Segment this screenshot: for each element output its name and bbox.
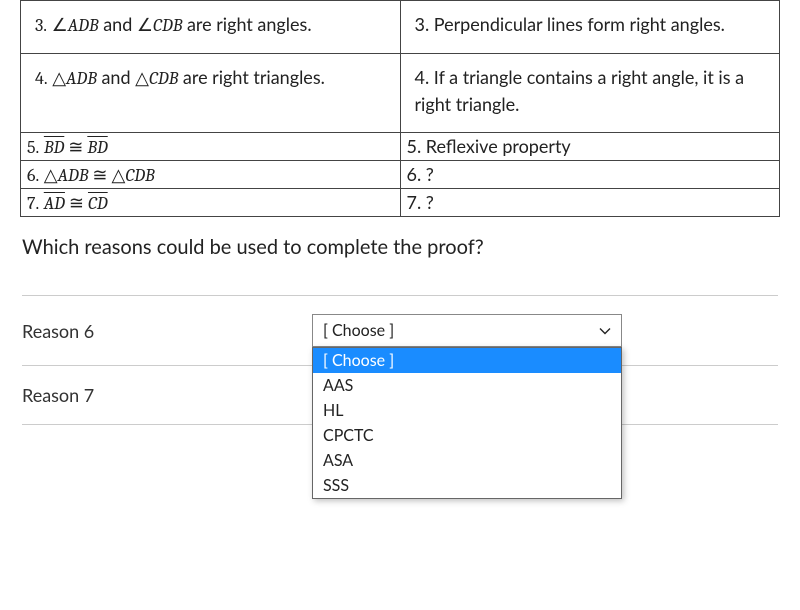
reason6-label: Reason 6 [22,320,312,342]
congruent-symbol: ≅ [65,193,88,214]
triangle-name: CDB [149,68,178,89]
stmt-num: 5. [27,137,39,158]
answer-row-reason6: Reason 6 [ Choose ] [ Choose ] AAS HL CP… [22,295,778,365]
text-and: and [97,66,135,88]
statement-cell: 3. ∠ADB and ∠CDB are right angles. [21,1,401,54]
statement-cell: 7. AD ≅ CD [21,189,401,217]
stmt-num: 3. [35,15,47,36]
reason-cell: 4. If a triangle contains a right angle,… [400,54,780,133]
reason6-dropdown: [ Choose ] AAS HL CPCTC ASA SSS [312,347,622,499]
stmt-suffix: are right triangles. [178,66,325,88]
triangle-name: ADB [58,165,89,186]
reason-cell: 5. Reflexive property [400,133,780,161]
congruent-symbol: ≅ [88,165,111,186]
statement-cell: 4. △ADB and △CDB are right triangles. [21,54,401,133]
congruent-symbol: ≅ [64,137,87,158]
triangle-symbol: △ [52,68,66,89]
dropdown-option[interactable]: HL [313,398,621,423]
reason6-select[interactable]: [ Choose ] [312,314,622,347]
stmt-num: 6. [27,165,39,186]
triangle-name: ADB [66,68,97,89]
angle-symbol: ∠ [137,15,153,36]
table-row: 5. BD ≅ BD 5. Reflexive property [21,133,780,161]
triangle-name: CDB [125,165,154,186]
proof-table: 3. ∠ADB and ∠CDB are right angles. 3. Pe… [20,0,780,217]
table-row: 7. AD ≅ CD 7. ? [21,189,780,217]
question-text: Which reasons could be used to complete … [22,235,778,259]
table-row: 3. ∠ADB and ∠CDB are right angles. 3. Pe… [21,1,780,54]
stmt-num: 4. [35,68,48,89]
segment: CD [88,193,108,214]
reason-cell: 7. ? [400,189,780,217]
dropdown-option[interactable]: SSS [313,473,621,498]
reason6-select-wrap: [ Choose ] [ Choose ] AAS HL CPCTC ASA S… [312,314,622,347]
stmt-suffix: are right angles. [182,13,311,35]
dropdown-option[interactable]: ASA [313,448,621,473]
table-row: 4. △ADB and △CDB are right triangles. 4.… [21,54,780,133]
angle-name: ADB [68,15,99,36]
table-row: 6. △ADB ≅ △CDB 6. ? [21,161,780,189]
reason7-label: Reason 7 [22,384,312,406]
dropdown-option[interactable]: [ Choose ] [313,348,621,373]
triangle-symbol: △ [135,68,149,89]
angle-symbol: ∠ [52,15,68,36]
statement-cell: 5. BD ≅ BD [21,133,401,161]
select-value: [ Choose ] [323,321,394,340]
statement-cell: 6. △ADB ≅ △CDB [21,161,401,189]
answer-block: Reason 6 [ Choose ] [ Choose ] AAS HL CP… [22,295,778,425]
reason-cell: 6. ? [400,161,780,189]
angle-name: CDB [153,15,182,36]
segment: BD [87,137,107,158]
reason-cell: 3. Perpendicular lines form right angles… [400,1,780,54]
segment: BD [44,137,64,158]
chevron-down-icon [599,325,611,337]
stmt-num: 7. [27,193,39,214]
triangle-symbol: △ [44,165,58,186]
dropdown-option[interactable]: AAS [313,373,621,398]
triangle-symbol: △ [111,165,125,186]
dropdown-option[interactable]: CPCTC [313,423,621,448]
segment: AD [44,193,65,214]
text-and: and [99,13,137,35]
